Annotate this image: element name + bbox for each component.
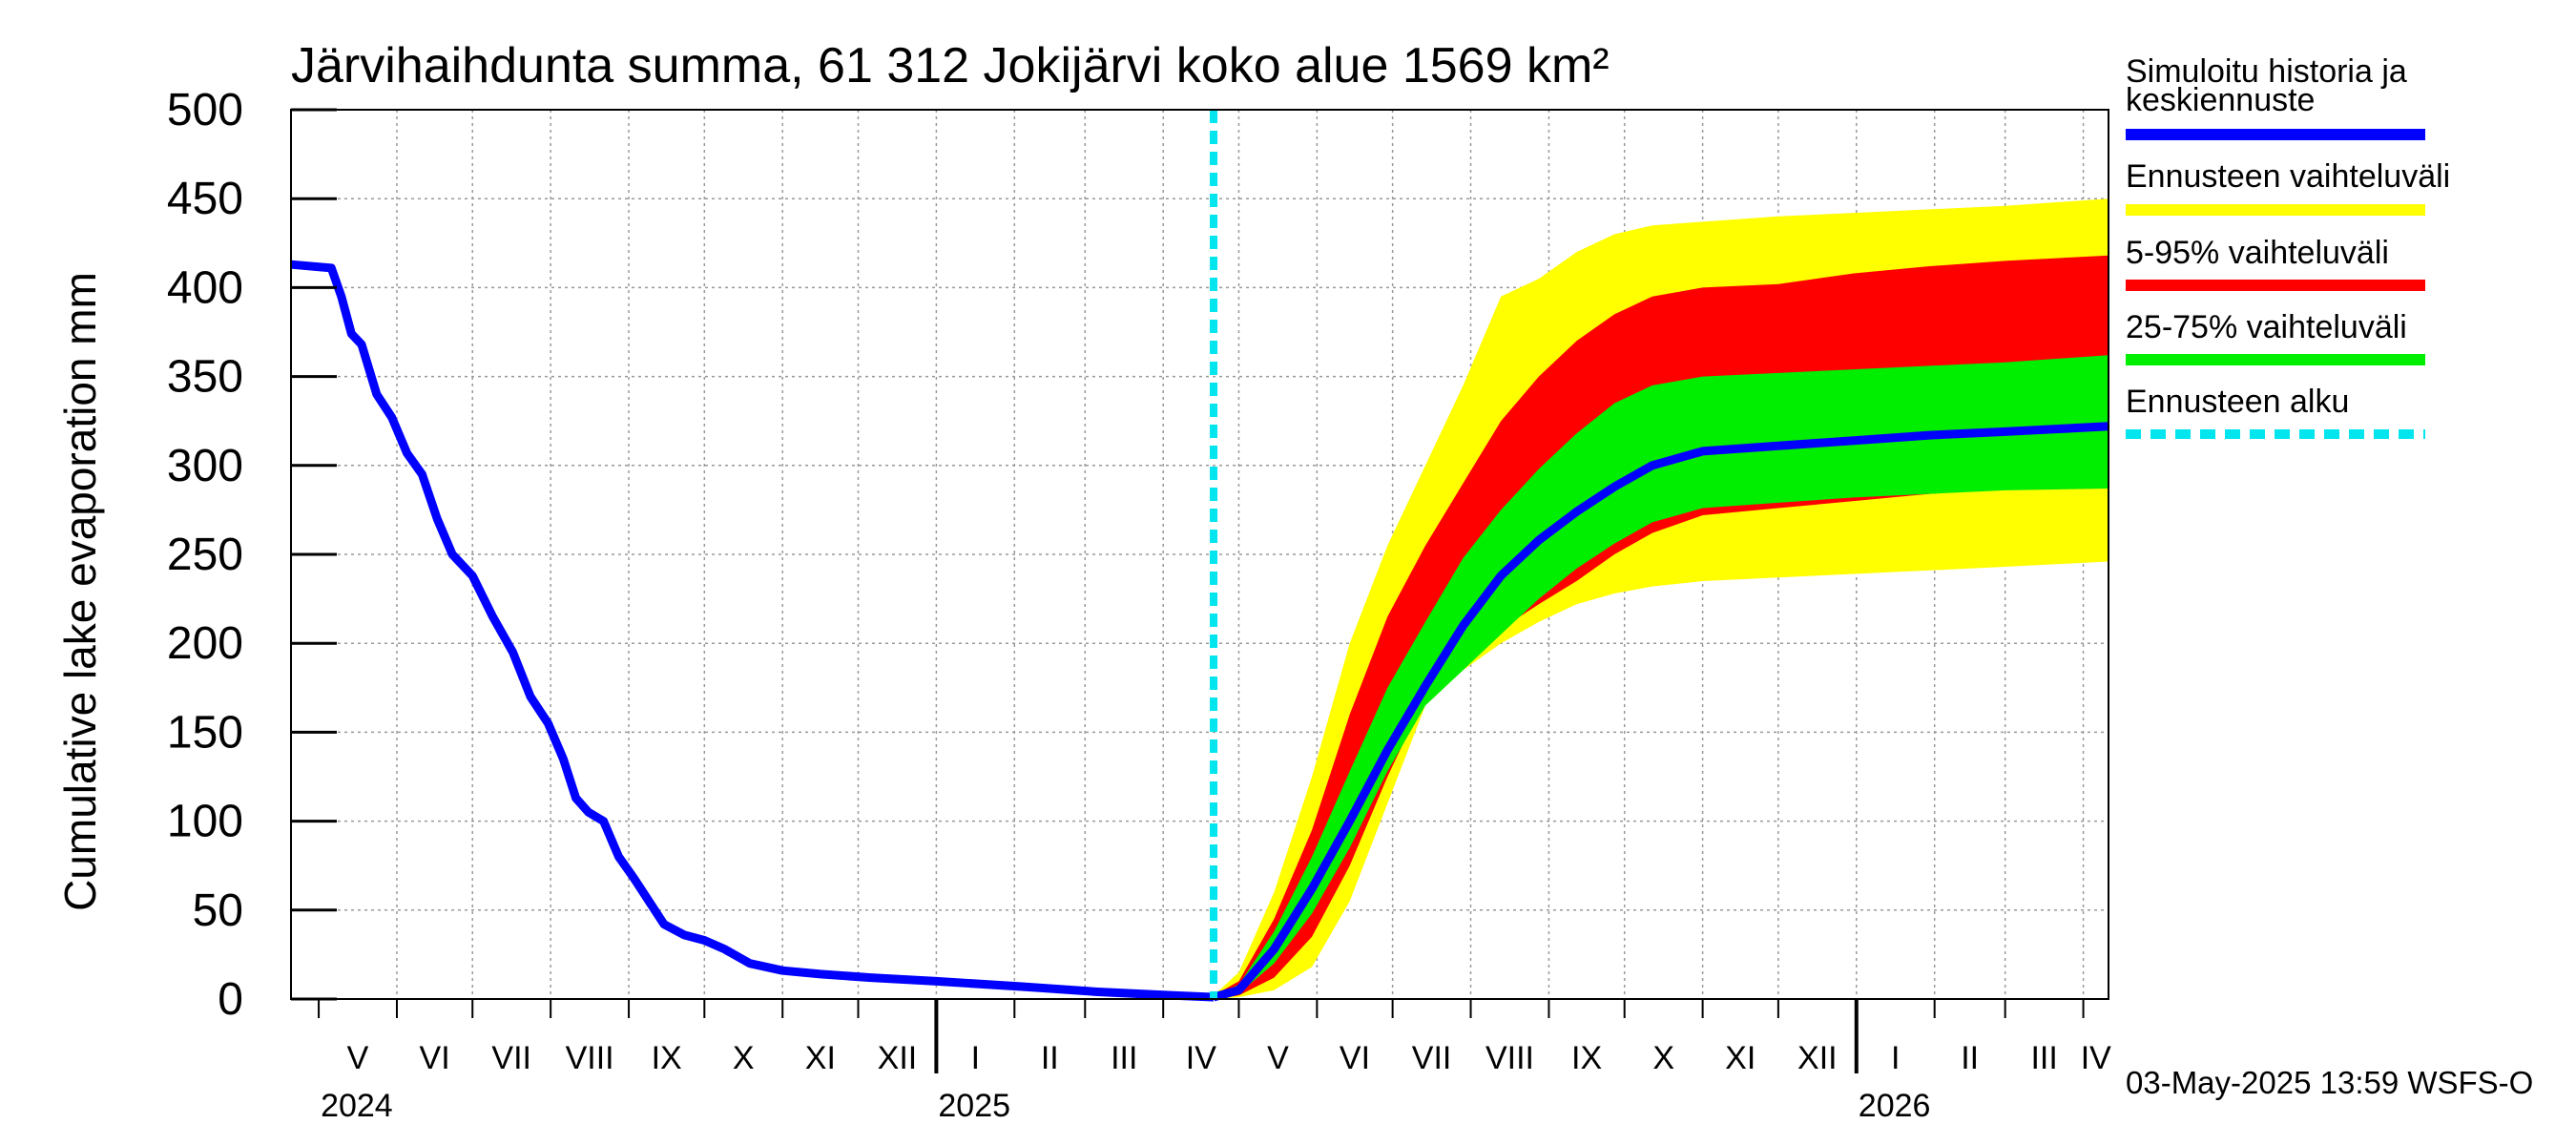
legend: Simuloitu historia ja keskiennuste Ennus… [2126,53,2450,439]
y-tick-label-250: 250 [167,530,243,580]
month-label-9: II [1041,1040,1059,1076]
y-tick-label-50: 50 [193,885,243,936]
month-label-14: VII [1412,1040,1452,1076]
y-tick-label-400: 400 [167,262,243,313]
x-axis: V VI VII VIII IX X XI XII I II III IV V VI VII VIII IX X X… [318,999,2111,1124]
month-label-1: VI [420,1040,450,1076]
month-label-4: IX [652,1040,682,1076]
month-label-11: IV [1186,1040,1216,1076]
y-tick-label-450: 450 [167,174,243,224]
month-label-2: VII [491,1040,531,1076]
month-label-19: XII [1797,1040,1838,1076]
month-label-6: XI [805,1040,836,1076]
month-label-12: V [1267,1040,1289,1076]
year-label-2025: 2025 [938,1088,1010,1124]
month-label-7: XII [878,1040,918,1076]
y-tick-label-350: 350 [167,352,243,403]
month-label-18: XI [1725,1040,1755,1076]
y-tick-label-0: 0 [218,974,243,1025]
band-25-75 [1214,355,2109,999]
legend-label-forecast-start: Ennusteen alku [2126,384,2349,420]
legend-label-history-line2: keskiennuste [2126,82,2315,118]
y-axis-label: Cumulative lake evaporation mm [55,272,105,911]
month-label-21: II [1961,1040,1979,1076]
month-label-16: IX [1571,1040,1602,1076]
month-label-22: III [2030,1040,2057,1076]
month-label-13: VI [1340,1040,1370,1076]
y-tick-label-100: 100 [167,797,243,847]
data-lines [290,110,2109,1002]
month-label-8: I [971,1040,980,1076]
month-label-15: VIII [1485,1040,1534,1076]
y-tick-label-150: 150 [167,707,243,758]
y-tick-label-500: 500 [167,85,243,135]
y-tick-label-300: 300 [167,441,243,491]
month-label-5: X [733,1040,755,1076]
year-label-2026: 2026 [1859,1088,1931,1124]
legend-label-25-75: 25-75% vaihteluväli [2126,309,2407,345]
year-label-2024: 2024 [321,1088,393,1124]
month-label-17: X [1652,1040,1674,1076]
y-tick-label-200: 200 [167,618,243,669]
legend-label-range: Ennusteen vaihteluväli [2126,158,2450,195]
y-axis: 0 50 100 150 200 250 300 350 400 450 500 [167,85,337,1025]
month-label-3: VIII [566,1040,614,1076]
month-label-0: V [347,1040,369,1076]
history-line [290,260,1215,1002]
month-label-10: III [1111,1040,1137,1076]
median-forecast-line [1212,422,2109,1002]
timestamp: 03-May-2025 13:59 WSFS-O [2126,1065,2533,1100]
legend-label-history-line1: Simuloitu historia ja [2126,53,2407,90]
legend-label-5-95: 5-95% vaihteluväli [2126,235,2389,271]
month-label-23: IV [2081,1040,2111,1076]
month-label-20: I [1891,1040,1900,1076]
chart-title: Järvihaihdunta summa, 61 312 Jokijärvi k… [291,38,1610,94]
